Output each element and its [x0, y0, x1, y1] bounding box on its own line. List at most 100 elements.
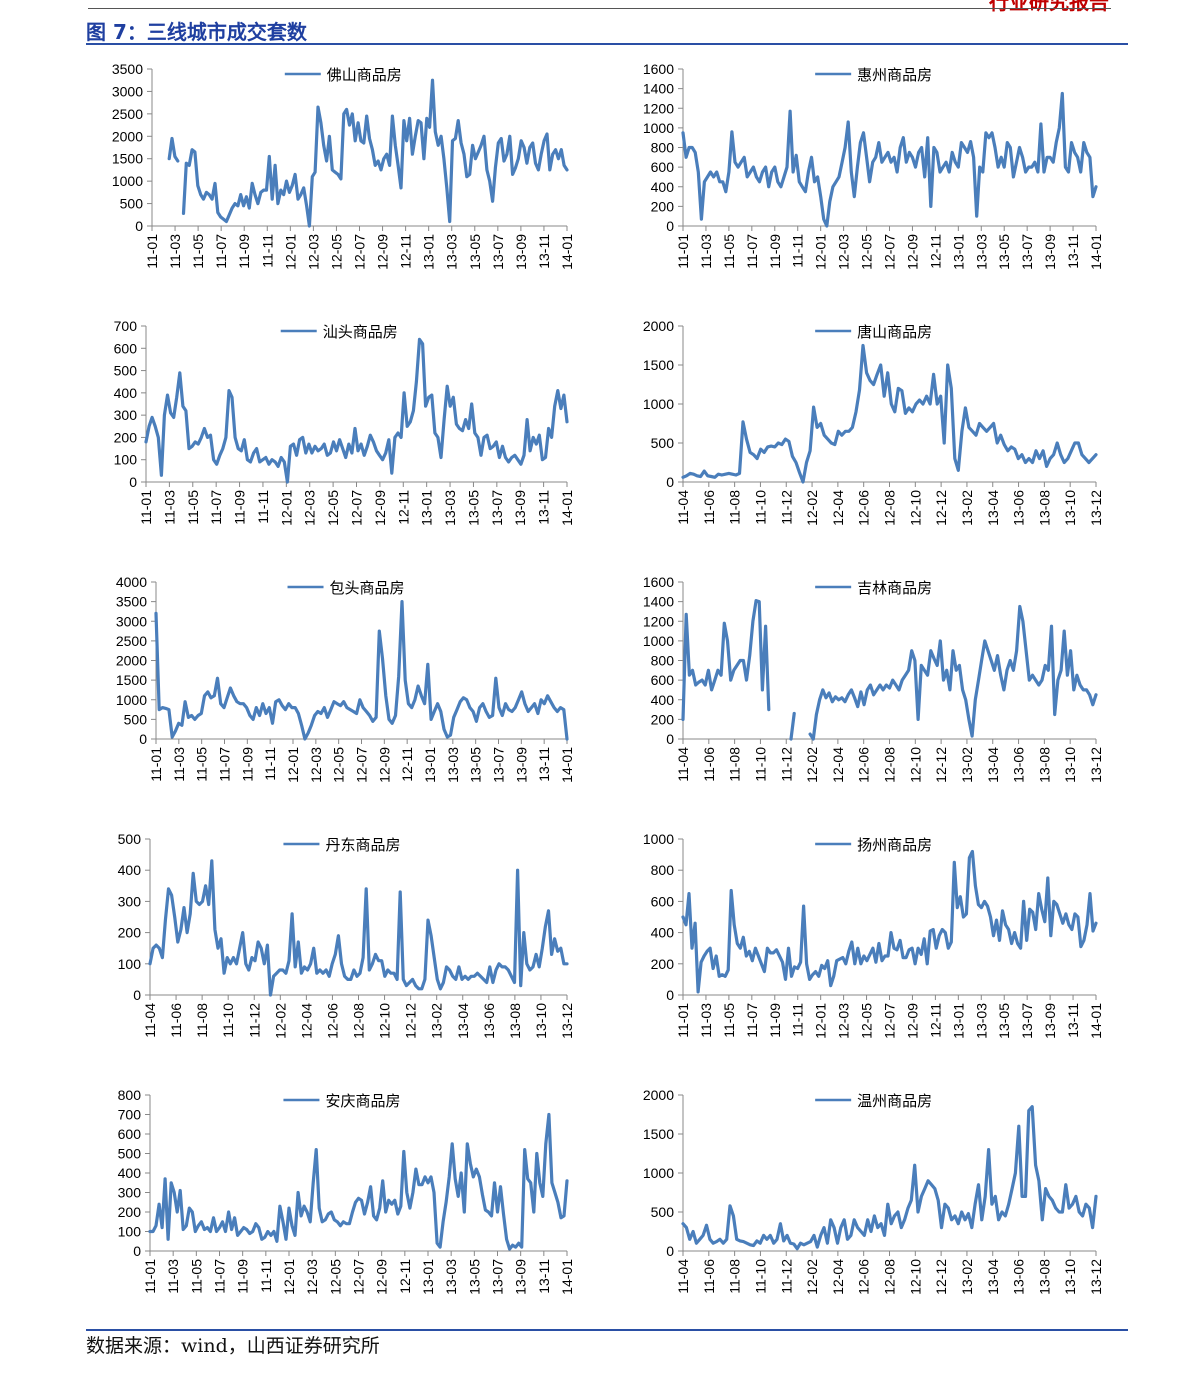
y-tick-label: 700 — [114, 318, 138, 334]
x-tick-label: 13-10 — [1062, 490, 1078, 526]
x-tick-label: 11-09 — [232, 490, 248, 525]
y-tick-label: 1200 — [643, 613, 674, 629]
x-tick-label: 12-11 — [399, 747, 415, 782]
x-tick-label: 12-08 — [882, 490, 898, 526]
x-tick-label: 12-06 — [856, 490, 872, 526]
x-tick-label: 13-01 — [422, 747, 438, 783]
x-tick-label: 13-10 — [1062, 1259, 1078, 1295]
x-tick-label: 12-12 — [403, 1003, 419, 1039]
series-line — [144, 337, 569, 484]
x-tick-label: 13-06 — [1011, 1259, 1027, 1295]
y-tick-label: 1200 — [643, 100, 674, 116]
x-tick-label: 11-09 — [767, 234, 783, 269]
x-tick-label: 13-02 — [959, 490, 975, 526]
x-tick-label: 12-04 — [830, 1259, 846, 1295]
x-tick-label: 13-07 — [1019, 234, 1035, 270]
y-tick-label: 200 — [651, 956, 675, 972]
x-tick-label: 13-12 — [1088, 1259, 1104, 1295]
y-tick-label: 500 — [118, 831, 142, 847]
y-tick-label: 0 — [135, 218, 143, 234]
top-rule — [88, 8, 1111, 9]
x-tick-label: 13-02 — [429, 1003, 445, 1039]
x-tick-label: 11-03 — [167, 234, 183, 269]
x-tick-label: 11-01 — [144, 234, 160, 269]
y-tick-label: 200 — [118, 925, 142, 941]
x-tick-label: 13-05 — [465, 490, 481, 526]
y-tick-label: 0 — [139, 731, 147, 747]
x-tick-label: 11-12 — [778, 1259, 794, 1294]
x-tick-label: 12-01 — [278, 490, 294, 526]
x-tick-label: 11-10 — [752, 1259, 768, 1294]
x-tick-label: 13-02 — [959, 1259, 975, 1295]
x-tick-label: 13-11 — [536, 1259, 552, 1294]
y-tick-label: 3500 — [112, 61, 143, 77]
y-tick-label: 800 — [651, 653, 675, 669]
x-tick-label: 12-10 — [907, 747, 923, 783]
y-tick-label: 500 — [124, 711, 148, 727]
y-tick-label: 0 — [666, 218, 674, 234]
y-tick-label: 1000 — [116, 692, 147, 708]
x-tick-label: 12-09 — [374, 1259, 390, 1295]
x-tick-label: 13-07 — [491, 747, 507, 783]
y-tick-label: 200 — [651, 711, 675, 727]
x-tick-label: 13-03 — [442, 490, 458, 526]
x-tick-label: 13-09 — [512, 490, 528, 526]
y-tick-label: 1500 — [112, 151, 143, 167]
x-tick-label: 13-09 — [1042, 1003, 1058, 1039]
x-tick-label: 11-08 — [194, 1003, 210, 1038]
y-tick-label: 1000 — [643, 1165, 674, 1181]
x-tick-label: 13-09 — [513, 234, 529, 270]
y-tick-label: 800 — [651, 862, 675, 878]
x-tick-label: 11-11 — [258, 1259, 274, 1293]
x-tick-label: 11-05 — [190, 234, 206, 269]
x-tick-label: 13-06 — [1011, 490, 1027, 526]
x-tick-label: 11-12 — [246, 1003, 262, 1038]
x-tick-label: 13-11 — [536, 234, 552, 269]
x-tick-label: 12-02 — [272, 1003, 288, 1039]
x-tick-label: 12-03 — [308, 747, 324, 783]
legend-label: 唐山商品房 — [857, 324, 932, 341]
x-tick-label: 12-07 — [349, 490, 365, 526]
x-tick-label: 13-04 — [985, 490, 1001, 526]
x-tick-label: 12-11 — [397, 1259, 413, 1294]
x-tick-label: 13-07 — [490, 1259, 506, 1295]
x-tick-label: 11-11 — [790, 234, 806, 268]
x-tick-label: 11-05 — [721, 1003, 737, 1038]
y-tick-label: 400 — [118, 862, 142, 878]
x-tick-label: 11-07 — [217, 747, 233, 782]
y-tick-label: 4000 — [116, 574, 147, 590]
x-tick-label: 14-01 — [559, 747, 575, 783]
x-tick-label: 12-05 — [859, 234, 875, 270]
x-tick-label: 13-07 — [490, 234, 506, 270]
x-tick-label: 11-09 — [239, 747, 255, 782]
x-tick-label: 13-09 — [513, 747, 529, 783]
x-tick-label: 11-09 — [767, 1003, 783, 1038]
x-tick-label: 12-02 — [804, 1259, 820, 1295]
x-tick-label: 13-05 — [468, 747, 484, 783]
series-line — [681, 599, 1098, 741]
x-tick-label: 12-07 — [354, 747, 370, 783]
y-tick-label: 600 — [651, 672, 675, 688]
series-line — [681, 91, 1098, 228]
x-tick-label: 11-04 — [675, 1259, 691, 1294]
y-tick-label: 0 — [666, 731, 674, 747]
x-tick-label: 12-11 — [398, 234, 414, 269]
y-tick-label: 0 — [666, 987, 674, 1003]
x-tick-label: 12-01 — [813, 234, 829, 270]
x-tick-label: 12-01 — [285, 747, 301, 783]
y-tick-label: 3000 — [116, 613, 147, 629]
x-tick-label: 12-06 — [856, 1259, 872, 1295]
y-tick-label: 1000 — [112, 173, 143, 189]
x-tick-label: 11-06 — [701, 747, 717, 782]
x-tick-label: 11-01 — [675, 234, 691, 269]
y-tick-label: 1400 — [643, 81, 674, 97]
x-tick-label: 13-01 — [420, 1259, 436, 1295]
legend-label: 安庆商品房 — [325, 1093, 400, 1110]
x-tick-label: 11-08 — [727, 1259, 743, 1294]
x-tick-label: 13-03 — [445, 747, 461, 783]
x-tick-label: 13-09 — [513, 1259, 529, 1295]
x-tick-label: 12-06 — [324, 1003, 340, 1039]
y-tick-label: 0 — [133, 987, 141, 1003]
x-tick-label: 12-09 — [376, 747, 392, 783]
